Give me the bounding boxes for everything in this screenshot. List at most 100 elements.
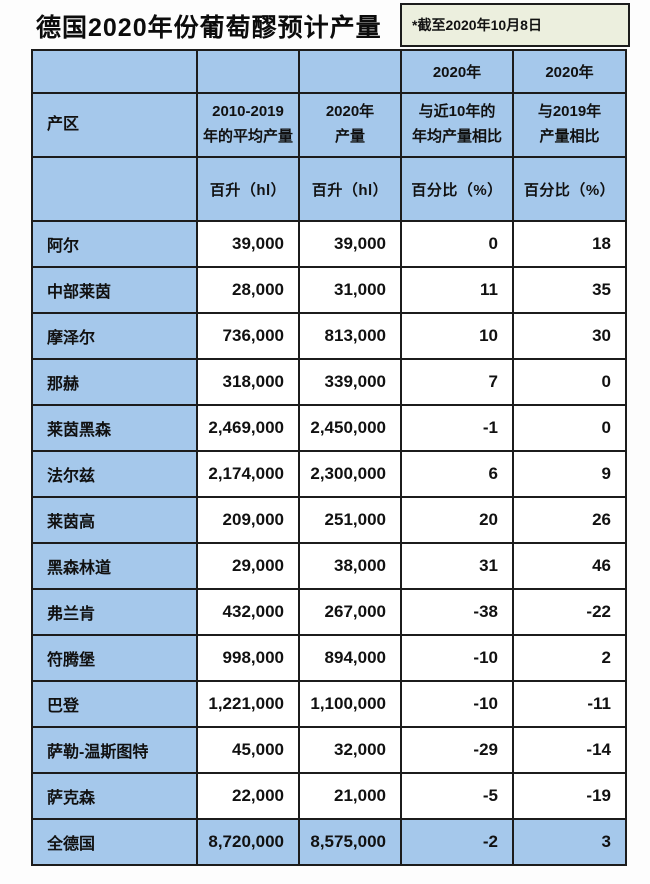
table-row: 阿尔 39,000 39,000 0 18 — [31, 220, 627, 268]
region-cell: 阿尔 — [31, 220, 198, 268]
vs-2019-cell: 3 — [512, 818, 627, 866]
region-cell: 法尔兹 — [31, 450, 198, 498]
region-cell: 莱茵黑森 — [31, 404, 198, 452]
empty-header-cell — [196, 49, 300, 94]
production-2020-cell: 2,300,000 — [298, 450, 402, 498]
total-row: 全德国 8,720,000 8,575,000 -2 3 — [31, 818, 627, 866]
vs-10yr-cell: 0 — [400, 220, 514, 268]
production-2020-cell: 339,000 — [298, 358, 402, 406]
production-2020-header: 2020年 产量 — [298, 92, 402, 158]
table-row: 莱茵黑森 2,469,000 2,450,000 -1 0 — [31, 404, 627, 452]
region-cell: 全德国 — [31, 818, 198, 866]
vs-10yr-cell: 10 — [400, 312, 514, 360]
region-cell: 莱茵高 — [31, 496, 198, 544]
production-2020-cell: 2,450,000 — [298, 404, 402, 452]
year-header: 2020年 — [400, 49, 514, 94]
header-line: 与2019年 — [537, 103, 602, 121]
region-cell: 巴登 — [31, 680, 198, 728]
production-2020-cell: 31,000 — [298, 266, 402, 314]
header-line: 年均产量相比 — [411, 128, 502, 145]
vs-10yr-cell: -10 — [400, 634, 514, 682]
as-of-date-note: *截至2020年10月8日 — [400, 3, 630, 47]
table-row: 莱茵高 209,000 251,000 20 26 — [31, 496, 627, 544]
vs-2019-cell: -22 — [512, 588, 627, 636]
avg-production-cell: 998,000 — [196, 634, 300, 682]
vs-2019-cell: 46 — [512, 542, 627, 590]
note-text: *截至2020年10月8日 — [412, 17, 542, 33]
table-row: 萨勒-温斯图特 45,000 32,000 -29 -14 — [31, 726, 627, 774]
table-row: 弗兰肯 432,000 267,000 -38 -22 — [31, 588, 627, 636]
production-2020-cell: 267,000 — [298, 588, 402, 636]
vs-2019-cell: 18 — [512, 220, 627, 268]
table-row: 黑森林道 29,000 38,000 31 46 — [31, 542, 627, 590]
vs-2019-cell: 0 — [512, 404, 627, 452]
vs-10yr-cell: -5 — [400, 772, 514, 820]
avg-production-cell: 29,000 — [196, 542, 300, 590]
avg-production-cell: 28,000 — [196, 266, 300, 314]
vs-10yr-cell: 20 — [400, 496, 514, 544]
production-2020-cell: 39,000 — [298, 220, 402, 268]
header-line: 2010-2019 — [212, 103, 284, 121]
empty-header-cell — [31, 49, 198, 94]
production-2020-cell: 8,575,000 — [298, 818, 402, 866]
avg-production-cell: 318,000 — [196, 358, 300, 406]
table-row: 法尔兹 2,174,000 2,300,000 6 9 — [31, 450, 627, 498]
production-2020-cell: 894,000 — [298, 634, 402, 682]
unit-header: 百升（hl） — [196, 156, 300, 222]
vs-2019-header: 与2019年 产量相比 — [512, 92, 627, 158]
region-cell: 符腾堡 — [31, 634, 198, 682]
vs-10yr-header: 与近10年的 年均产量相比 — [400, 92, 514, 158]
production-2020-cell: 251,000 — [298, 496, 402, 544]
avg-production-cell: 2,174,000 — [196, 450, 300, 498]
region-cell: 摩泽尔 — [31, 312, 198, 360]
vs-2019-cell: -11 — [512, 680, 627, 728]
avg-production-cell: 432,000 — [196, 588, 300, 636]
unit-header: 百分比（%） — [512, 156, 627, 222]
vs-10yr-cell: 7 — [400, 358, 514, 406]
avg-production-cell: 22,000 — [196, 772, 300, 820]
vs-10yr-cell: -38 — [400, 588, 514, 636]
vs-10yr-cell: 31 — [400, 542, 514, 590]
vs-10yr-cell: 6 — [400, 450, 514, 498]
header-line: 与近10年的 — [418, 103, 496, 121]
region-cell: 那赫 — [31, 358, 198, 406]
header-line: 年的平均产量 — [202, 128, 293, 145]
avg-production-header: 2010-2019 年的平均产量 — [196, 92, 300, 158]
page-title: 德国2020年份葡萄醪预计产量 — [36, 14, 382, 42]
year-header: 2020年 — [512, 49, 627, 94]
vs-10yr-cell: 11 — [400, 266, 514, 314]
avg-production-cell: 736,000 — [196, 312, 300, 360]
table-row: 那赫 318,000 339,000 7 0 — [31, 358, 627, 406]
avg-production-cell: 1,221,000 — [196, 680, 300, 728]
region-cell: 萨勒-温斯图特 — [31, 726, 198, 774]
unit-header: 百分比（%） — [400, 156, 514, 222]
vs-10yr-cell: -29 — [400, 726, 514, 774]
table-row: 中部莱茵 28,000 31,000 11 35 — [31, 266, 627, 314]
region-cell: 黑森林道 — [31, 542, 198, 590]
avg-production-cell: 209,000 — [196, 496, 300, 544]
table-row: 摩泽尔 736,000 813,000 10 30 — [31, 312, 627, 360]
region-column-header: 产区 — [31, 92, 198, 158]
region-cell: 弗兰肯 — [31, 588, 198, 636]
empty-header-cell — [298, 49, 402, 94]
vs-10yr-cell: -1 — [400, 404, 514, 452]
vs-2019-cell: 2 — [512, 634, 627, 682]
production-2020-cell: 38,000 — [298, 542, 402, 590]
empty-header-cell — [31, 156, 198, 222]
vs-2019-cell: 9 — [512, 450, 627, 498]
avg-production-cell: 39,000 — [196, 220, 300, 268]
header-line: 2020年 — [325, 103, 375, 121]
table-row: 萨克森 22,000 21,000 -5 -19 — [31, 772, 627, 820]
vs-10yr-cell: -2 — [400, 818, 514, 866]
avg-production-cell: 8,720,000 — [196, 818, 300, 866]
vs-2019-cell: 26 — [512, 496, 627, 544]
vs-2019-cell: -19 — [512, 772, 627, 820]
production-2020-cell: 21,000 — [298, 772, 402, 820]
avg-production-cell: 2,469,000 — [196, 404, 300, 452]
avg-production-cell: 45,000 — [196, 726, 300, 774]
vs-2019-cell: -14 — [512, 726, 627, 774]
header-row-columns: 产区 2010-2019 年的平均产量 2020年 产量 与近10年的 年均产量… — [31, 92, 627, 158]
region-cell: 萨克森 — [31, 772, 198, 820]
production-table: 2020年 2020年 产区 2010-2019 年的平均产量 2020年 产量… — [31, 49, 627, 866]
unit-header: 百升（hl） — [298, 156, 402, 222]
